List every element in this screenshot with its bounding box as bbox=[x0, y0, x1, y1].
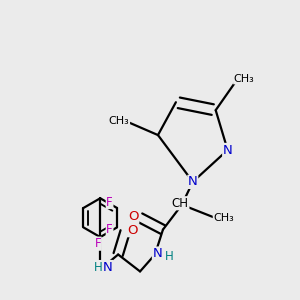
Text: H: H bbox=[165, 250, 173, 263]
Text: F: F bbox=[106, 223, 113, 236]
Text: O: O bbox=[128, 210, 139, 223]
Text: N: N bbox=[152, 247, 162, 260]
Text: O: O bbox=[127, 224, 138, 237]
Text: CH: CH bbox=[172, 197, 189, 210]
Text: N: N bbox=[223, 143, 232, 157]
Text: H: H bbox=[94, 261, 103, 274]
Text: F: F bbox=[106, 196, 113, 208]
Text: N: N bbox=[103, 261, 112, 274]
Text: N: N bbox=[188, 176, 198, 188]
Text: CH₃: CH₃ bbox=[213, 213, 234, 223]
Text: F: F bbox=[94, 237, 101, 250]
Text: CH₃: CH₃ bbox=[109, 116, 130, 126]
Text: CH₃: CH₃ bbox=[234, 74, 254, 84]
